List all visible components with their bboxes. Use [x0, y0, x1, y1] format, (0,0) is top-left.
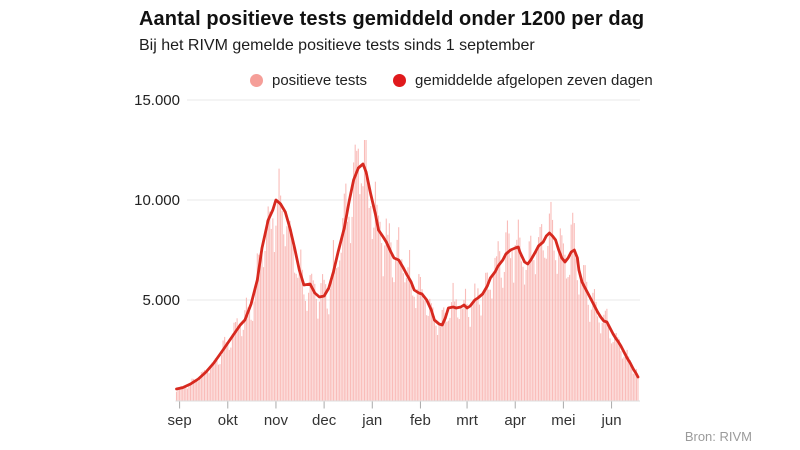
- legend-label: gemiddelde afgelopen zeven dagen: [415, 71, 653, 89]
- x-axis-month-label: feb: [410, 412, 431, 429]
- y-axis-label: 5.000: [142, 292, 180, 309]
- axes: 15.000 10.000 5.000 sep okt nov dec jan feb mrt ap…: [134, 92, 640, 429]
- x-axis-month-label: mrt: [456, 412, 478, 429]
- gridlines: [187, 99, 640, 301]
- chart-subtitle: Bij het RIVM gemelde positieve tests sin…: [139, 37, 535, 54]
- legend-label: positieve tests: [272, 71, 368, 89]
- x-axis-month-label: dec: [312, 412, 337, 429]
- x-axis-month-label: jan: [361, 412, 382, 429]
- legend-dot-pink-icon: [250, 73, 263, 87]
- chart-title: Aantal positieve tests gemiddeld onder 1…: [139, 8, 645, 30]
- x-axis-month-label: mei: [551, 412, 575, 429]
- legend-item-positieve-tests: positieve tests: [250, 72, 367, 89]
- legend-item-zeven-dagen-gemiddelde: gemiddelde afgelopen zeven dagen: [393, 72, 653, 89]
- daily-bars-series: [175, 140, 639, 401]
- seven-day-average-line: [175, 162, 640, 391]
- legend-dot-red-icon: [393, 73, 407, 87]
- y-axis-label: 10.000: [134, 192, 180, 209]
- source-credit: Bron: RIVM: [684, 429, 752, 444]
- x-axis-month-label: apr: [504, 412, 526, 429]
- x-axis-month-label: jun: [601, 412, 622, 429]
- x-axis-month-label: okt: [218, 412, 239, 429]
- x-axis-month-label: nov: [264, 412, 289, 429]
- legend: positieve tests gemiddelde afgelopen zev…: [250, 70, 653, 90]
- y-axis-label: 15.000: [134, 92, 180, 109]
- x-axis-month-label: sep: [168, 412, 192, 429]
